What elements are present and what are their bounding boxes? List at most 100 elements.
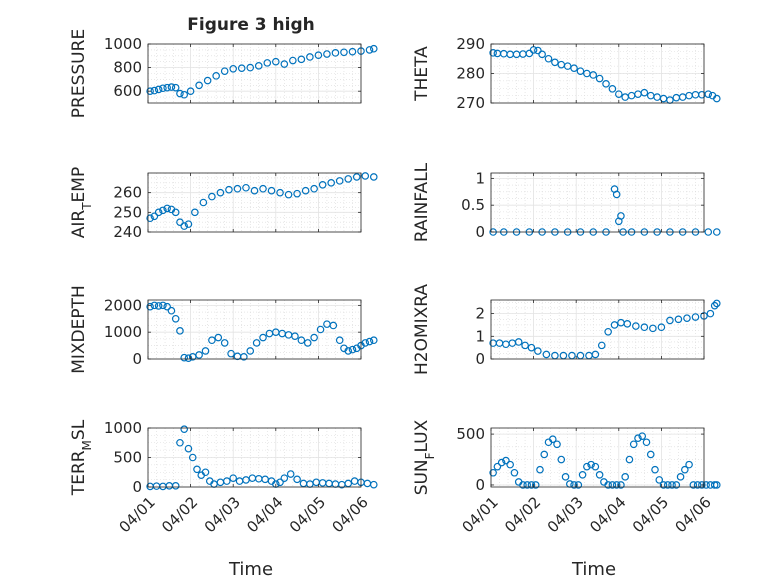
y-tick-label: 1000 xyxy=(104,419,142,437)
data-point xyxy=(150,212,159,221)
data-point xyxy=(180,222,189,230)
data-point xyxy=(668,481,676,489)
y-axis-label: MIXDEPTH xyxy=(69,285,89,374)
x-tick-label: 04/03 xyxy=(201,493,244,536)
data-point xyxy=(254,62,263,70)
x-axis-label-left: Time xyxy=(228,559,273,580)
y-tick-label: 290 xyxy=(456,35,485,53)
data-point xyxy=(531,481,540,489)
data-point xyxy=(176,327,184,335)
data-point xyxy=(167,306,176,315)
data-point xyxy=(497,458,506,467)
y-axis-label: TERRMSL xyxy=(69,419,94,496)
x-tick-label: 04/02 xyxy=(501,493,544,536)
data-point xyxy=(514,338,523,346)
data-point xyxy=(340,48,348,57)
x-axis-label-right: Time xyxy=(571,559,616,580)
data-point xyxy=(369,173,378,181)
data-point xyxy=(612,190,621,199)
data-point xyxy=(625,455,634,464)
data-point xyxy=(698,481,706,489)
data-point xyxy=(548,435,557,443)
plot-area xyxy=(491,300,704,359)
x-tick-label: 04/04 xyxy=(586,493,629,536)
y-tick-label: 1000 xyxy=(104,323,142,341)
data-point xyxy=(159,206,167,215)
data-point xyxy=(208,336,216,345)
data-point xyxy=(154,208,163,217)
data-point xyxy=(534,347,542,355)
data-point xyxy=(583,462,591,471)
data-point xyxy=(246,63,255,72)
data-point xyxy=(331,49,340,57)
subplot-6: 0 1 2 H2OMIXRA xyxy=(412,284,721,375)
y-tick-label: 500 xyxy=(456,425,485,443)
data-point xyxy=(365,46,374,54)
data-point xyxy=(489,468,497,477)
subplot-4: 0 0.5 1 RAINFALL xyxy=(412,162,721,242)
data-point xyxy=(186,87,195,96)
data-point xyxy=(712,94,721,103)
data-point xyxy=(176,89,184,98)
data-point xyxy=(693,481,702,489)
data-point xyxy=(176,438,184,447)
data-point xyxy=(195,81,203,90)
data-point xyxy=(527,343,536,352)
data-point xyxy=(171,314,180,323)
data-point xyxy=(171,482,180,490)
data-point xyxy=(293,475,301,484)
data-point xyxy=(704,228,713,236)
data-point xyxy=(655,476,664,484)
data-point xyxy=(246,347,255,355)
y-tick-label: 1000 xyxy=(104,35,142,53)
data-point xyxy=(184,354,193,362)
data-point xyxy=(229,64,238,73)
data-point xyxy=(604,327,612,336)
x-tick-label: 04/06 xyxy=(328,493,371,536)
data-point xyxy=(570,64,578,72)
y-tick-label: 2 xyxy=(475,305,485,323)
subplot-2: 270 280 290 THETA xyxy=(412,35,721,112)
data-point xyxy=(146,87,154,96)
data-point xyxy=(195,351,203,359)
data-point xyxy=(489,49,497,57)
data-point xyxy=(672,481,681,489)
data-point xyxy=(597,341,606,350)
data-point xyxy=(361,339,370,347)
x-tick-label: 04/01 xyxy=(115,493,158,536)
y-axis-label: AIRTEMP xyxy=(69,167,94,238)
data-point xyxy=(227,349,235,358)
data-point xyxy=(184,444,193,453)
data-point xyxy=(710,301,719,310)
data-point xyxy=(551,58,559,67)
data-point xyxy=(291,332,299,341)
data-point xyxy=(301,186,310,195)
data-point xyxy=(208,192,216,201)
data-point xyxy=(642,438,651,447)
y-tick-label: 0 xyxy=(132,350,142,368)
data-point xyxy=(576,67,585,75)
data-point xyxy=(171,208,180,217)
data-point xyxy=(591,350,600,359)
y-tick-label: 260 xyxy=(113,184,142,202)
data-point xyxy=(203,76,212,85)
y-tick-label: 1 xyxy=(475,169,485,187)
data-point xyxy=(348,345,357,354)
x-tick-label: 04/02 xyxy=(158,493,201,536)
data-point xyxy=(184,220,193,228)
y-tick-label: 600 xyxy=(113,82,142,100)
y-tick-label: 0 xyxy=(132,478,142,496)
y-axis-label: THETA xyxy=(412,46,432,102)
axes-box xyxy=(490,172,705,233)
data-point xyxy=(229,474,238,482)
data-point xyxy=(634,434,642,442)
y-tick-label: 240 xyxy=(113,223,142,241)
data-point xyxy=(159,301,167,310)
y-tick-label: 0 xyxy=(475,350,485,368)
data-point xyxy=(150,86,159,95)
data-point xyxy=(557,455,566,464)
plot-area xyxy=(491,428,704,487)
data-point xyxy=(544,54,553,63)
y-axis-label-subscript: F xyxy=(423,452,437,459)
data-point xyxy=(493,462,502,471)
